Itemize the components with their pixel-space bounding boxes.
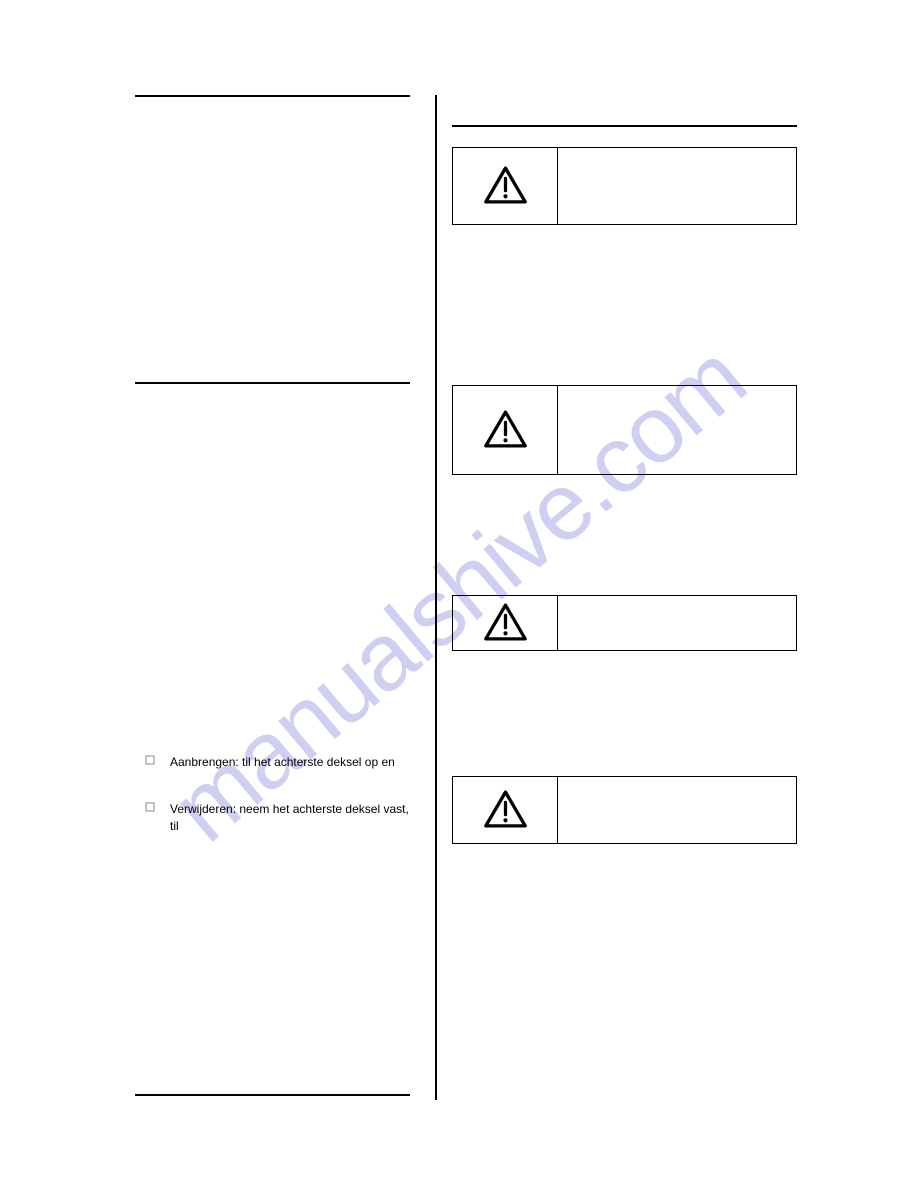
list-item: Verwijderen: neem het achterste deksel v… <box>135 801 410 835</box>
bullet-square-icon <box>145 801 170 835</box>
warning-icon-cell <box>453 148 558 224</box>
warning-triangle-icon <box>483 165 528 208</box>
warning-icon-cell <box>453 777 558 843</box>
bullet-square-icon <box>145 754 170 771</box>
warning-text-cell <box>558 386 796 474</box>
warning-triangle-icon <box>483 789 528 832</box>
warning-box-3 <box>452 595 797 651</box>
warning-triangle-icon <box>483 409 528 452</box>
list-item: Aanbrengen: til het achterste deksel op … <box>135 754 410 771</box>
warning-icon-cell <box>453 596 558 650</box>
warning-text-cell <box>558 148 796 224</box>
warning-icon-cell <box>453 386 558 474</box>
right-rule-top <box>452 125 797 127</box>
warning-box-4 <box>452 776 797 844</box>
warning-text-cell <box>558 596 796 650</box>
section-rule-mid <box>135 382 410 384</box>
list-area: Aanbrengen: til het achterste deksel op … <box>135 754 410 834</box>
list-item-text: Verwijderen: neem het achterste deksel v… <box>170 801 410 835</box>
list-item-text: Aanbrengen: til het achterste deksel op … <box>170 754 410 771</box>
warning-box-2 <box>452 385 797 475</box>
warning-text-cell <box>558 777 796 843</box>
section-rule-bottom <box>135 1094 410 1096</box>
section-rule-top <box>135 95 410 97</box>
spacer <box>452 651 797 776</box>
spacer <box>452 475 797 595</box>
warning-box-1 <box>452 147 797 225</box>
page-content: Aanbrengen: til het achterste deksel op … <box>0 0 918 1100</box>
left-column: Aanbrengen: til het achterste deksel op … <box>135 95 435 1100</box>
warning-triangle-icon <box>483 602 528 645</box>
spacer <box>452 225 797 385</box>
right-column <box>437 95 797 1100</box>
